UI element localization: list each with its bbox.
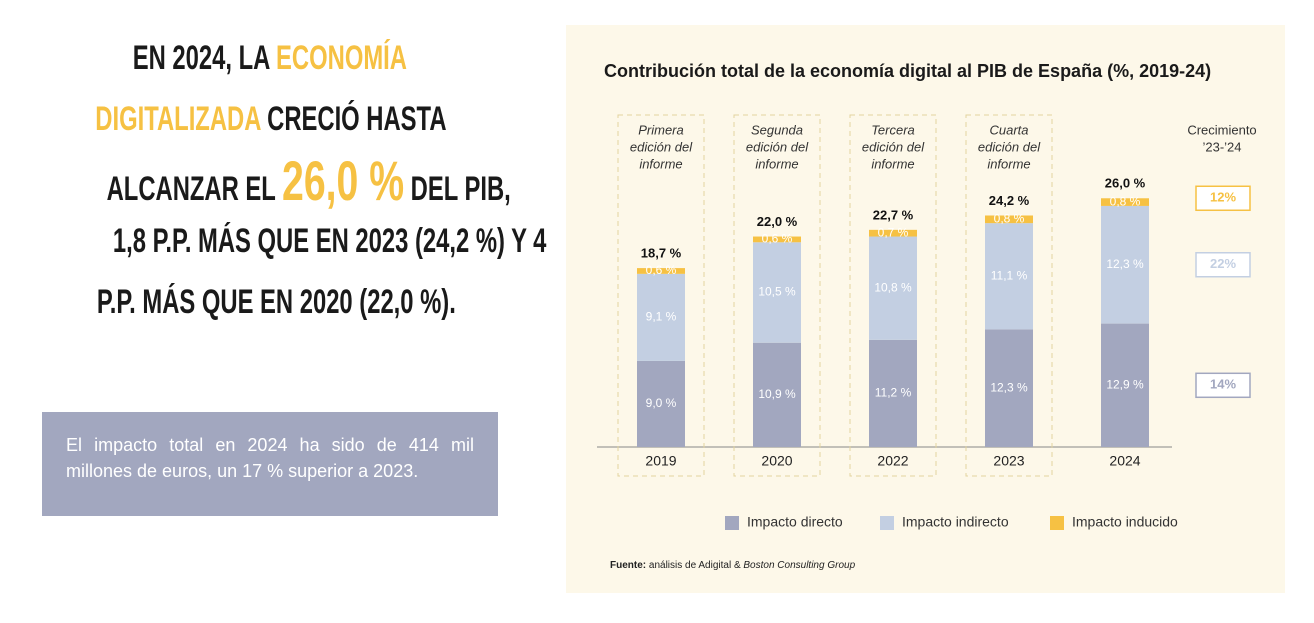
bar-segment bbox=[637, 360, 685, 447]
headline-line: 1,8 P.P. MÁS QUE EN 2023 (24,2 %) Y 4 bbox=[20, 211, 546, 272]
edition-box bbox=[965, 114, 1053, 477]
highlight: DIGITALIZADA bbox=[95, 100, 261, 138]
edition-label: Cuarta bbox=[989, 122, 1028, 137]
edition-label: Segunda bbox=[751, 122, 803, 137]
data-label: 0,6 % bbox=[762, 232, 793, 246]
total-label: 22,7 % bbox=[873, 207, 914, 222]
bar-segment bbox=[1101, 323, 1149, 447]
legend-label: Impacto indirecto bbox=[902, 514, 1009, 530]
legend-swatch bbox=[880, 516, 894, 530]
data-label: 12,9 % bbox=[1106, 377, 1144, 391]
edition-box bbox=[849, 114, 937, 477]
growth-box bbox=[1195, 372, 1251, 399]
bar-segment bbox=[869, 229, 917, 237]
bar-segment bbox=[1101, 198, 1149, 206]
data-label: 9,0 % bbox=[646, 396, 677, 410]
bar-segment bbox=[753, 242, 801, 343]
headline-text: 1,8 P.P. MÁS QUE EN 2023 (24,2 %) Y 4 bbox=[113, 211, 546, 272]
edition-label: informe bbox=[639, 156, 682, 171]
edition-label: informe bbox=[987, 156, 1030, 171]
data-label: 0,6 % bbox=[646, 263, 677, 277]
growth-box bbox=[1195, 185, 1251, 212]
data-label: 12,3 % bbox=[990, 380, 1028, 394]
source-label: Fuente: bbox=[610, 560, 646, 571]
chart-panel bbox=[566, 25, 1285, 593]
text: 1,8 P.P. MÁS QUE EN 2023 (24,2 %) Y 4 bbox=[112, 222, 547, 260]
data-label: 9,1 % bbox=[646, 310, 677, 324]
bar-segment bbox=[637, 268, 685, 274]
bar-segment bbox=[753, 236, 801, 243]
x-tick-label: 2023 bbox=[993, 453, 1024, 469]
growth-label: 12% bbox=[1210, 190, 1236, 205]
bar-segment bbox=[985, 223, 1033, 330]
data-label: 10,5 % bbox=[758, 285, 796, 299]
legend-swatch bbox=[725, 516, 739, 530]
chart-title: Contribución total de la economía digita… bbox=[604, 61, 1211, 81]
headline-text: DIGITALIZADA CRECIÓ HASTA bbox=[95, 89, 446, 150]
headline: EN 2024, LA ECONOMÍA DIGITALIZADA CRECIÓ… bbox=[20, 28, 546, 333]
total-label: 22,0 % bbox=[757, 214, 798, 229]
growth-label: 22% bbox=[1210, 256, 1236, 271]
bar-segment bbox=[753, 342, 801, 447]
legend-swatch bbox=[1050, 516, 1064, 530]
legend-label: Impacto directo bbox=[747, 514, 843, 530]
data-label: 0,8 % bbox=[1110, 194, 1141, 208]
text: EN 2024, LA bbox=[132, 39, 277, 77]
x-tick-label: 2019 bbox=[645, 453, 676, 469]
edition-label: Primera bbox=[638, 122, 684, 137]
data-label: 0,7 % bbox=[878, 225, 909, 239]
edition-label: Tercera bbox=[871, 122, 915, 137]
data-label: 11,2 % bbox=[875, 386, 912, 400]
bar-segment bbox=[869, 236, 917, 340]
bar-segment bbox=[1101, 205, 1149, 324]
headline-line: P.P. MÁS QUE EN 2020 (22,0 %). bbox=[20, 272, 520, 333]
text: DEL PIB, bbox=[404, 170, 511, 208]
bar-segment bbox=[637, 273, 685, 361]
source-org: Boston Consulting Group bbox=[743, 560, 855, 571]
edition-label: informe bbox=[755, 156, 798, 171]
growth-box bbox=[1195, 252, 1251, 278]
source: Fuente: análisis de Adigital & Boston Co… bbox=[610, 560, 856, 571]
headline-text: ALCANZAR EL 26,0 % DEL PIB, bbox=[107, 150, 511, 220]
text: ALCANZAR EL bbox=[106, 170, 283, 208]
growth-title: ’23-’24 bbox=[1202, 139, 1241, 154]
total-label: 24,2 % bbox=[989, 193, 1030, 208]
headline-line: DIGITALIZADA CRECIÓ HASTA bbox=[20, 89, 520, 150]
bar-segment bbox=[869, 339, 917, 447]
total-label: 18,7 % bbox=[641, 246, 682, 261]
edition-label: informe bbox=[871, 156, 914, 171]
growth-label: 14% bbox=[1210, 377, 1236, 392]
edition-box bbox=[733, 114, 821, 477]
growth-title: Crecimiento bbox=[1187, 122, 1256, 137]
x-tick-label: 2020 bbox=[761, 453, 792, 469]
highlight: 26,0 % bbox=[282, 149, 405, 212]
headline-text: EN 2024, LA ECONOMÍA bbox=[133, 28, 407, 89]
note-box: El impacto total en 2024 ha sido de 414 … bbox=[42, 412, 498, 516]
legend-label: Impacto inducido bbox=[1072, 514, 1178, 530]
headline-line: ALCANZAR EL 26,0 % DEL PIB, bbox=[20, 150, 520, 211]
edition-label: edición del bbox=[746, 139, 809, 154]
data-label: 10,9 % bbox=[758, 387, 796, 401]
data-label: 10,8 % bbox=[874, 280, 912, 294]
edition-box bbox=[617, 114, 705, 477]
edition-label: edición del bbox=[862, 139, 925, 154]
x-tick-label: 2024 bbox=[1109, 453, 1140, 469]
data-label: 11,1 % bbox=[991, 268, 1028, 282]
x-tick-label: 2022 bbox=[877, 453, 908, 469]
edition-label: edición del bbox=[978, 139, 1041, 154]
text: CRECIÓ HASTA bbox=[260, 100, 447, 138]
data-label: 0,8 % bbox=[994, 211, 1025, 225]
text: P.P. MÁS QUE EN 2020 (22,0 %). bbox=[96, 283, 456, 321]
edition-label: edición del bbox=[630, 139, 693, 154]
headline-line: EN 2024, LA ECONOMÍA bbox=[20, 28, 520, 89]
highlight: ECONOMÍA bbox=[276, 39, 408, 77]
bar-segment bbox=[985, 215, 1033, 224]
headline-text: P.P. MÁS QUE EN 2020 (22,0 %). bbox=[97, 272, 456, 333]
total-label: 26,0 % bbox=[1105, 176, 1146, 191]
bar-segment bbox=[985, 329, 1033, 447]
source-text: análisis de Adigital & bbox=[646, 560, 743, 571]
data-label: 12,3 % bbox=[1106, 257, 1144, 271]
